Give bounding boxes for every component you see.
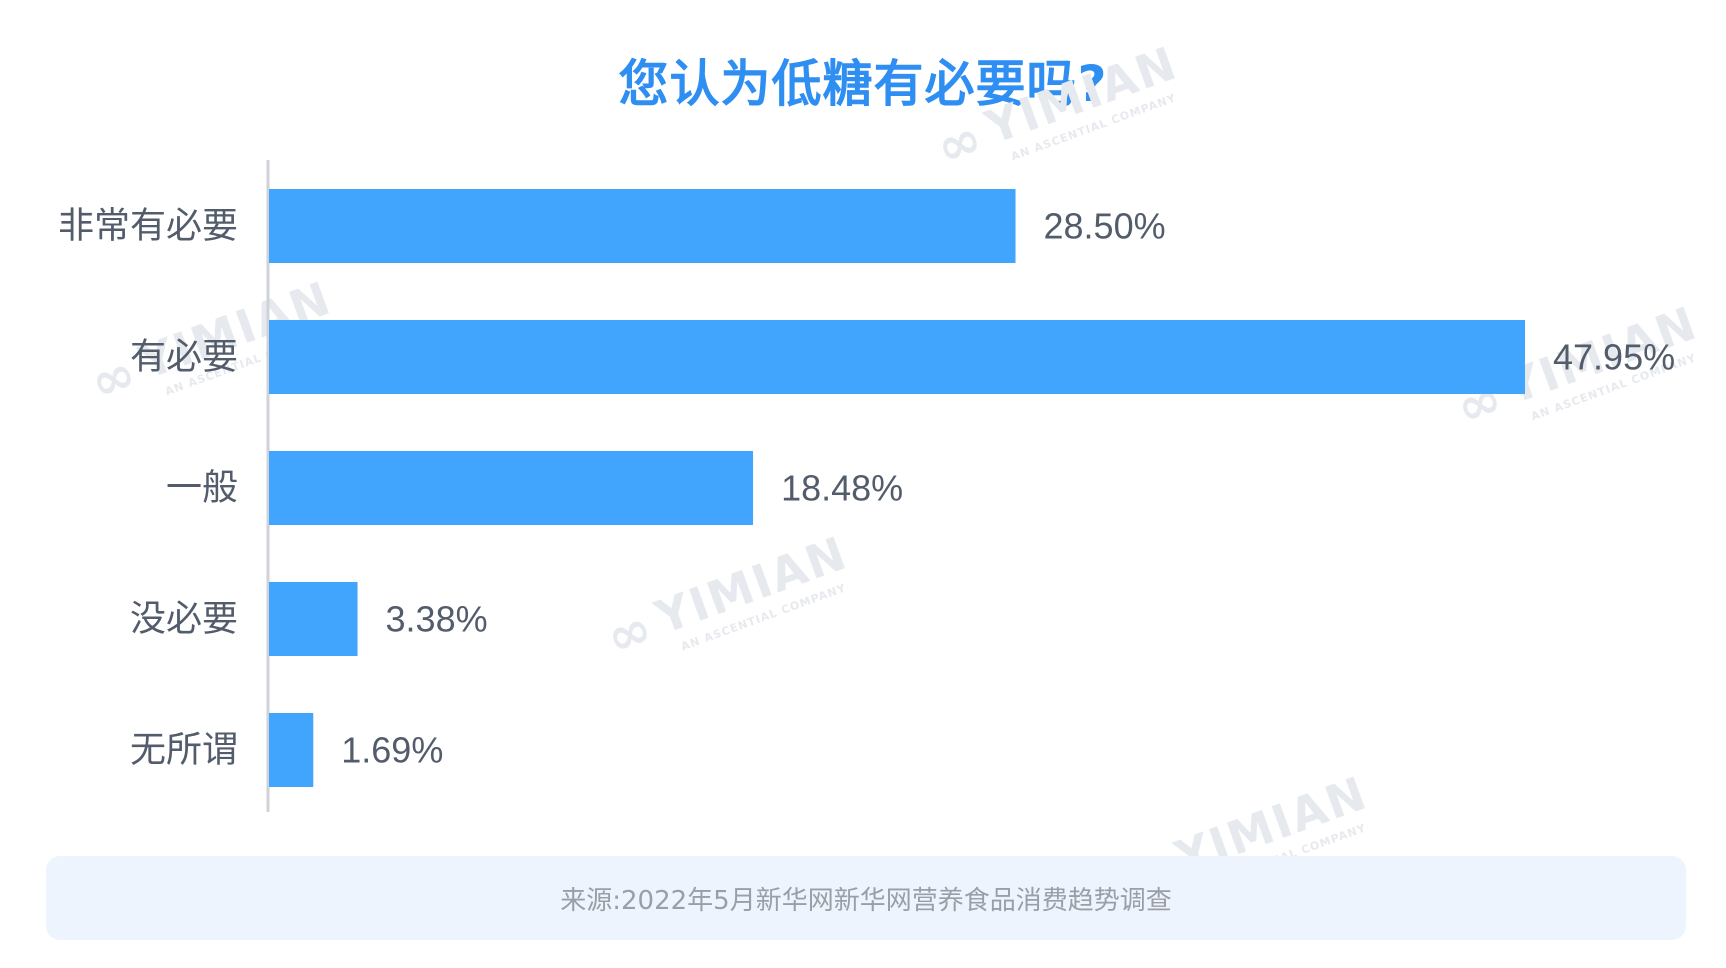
category-label: 一般 [166, 468, 238, 509]
value-label: 1.69% [341, 730, 443, 771]
source-text: 来源:2022年5月新华网新华网营养食品消费趋势调查 [560, 885, 1172, 916]
bar-3 [269, 582, 358, 656]
bar-1 [269, 320, 1525, 394]
value-label: 3.38% [386, 599, 488, 640]
category-label: 没必要 [130, 599, 238, 640]
category-label: 有必要 [130, 337, 238, 378]
bar-4 [269, 713, 314, 787]
bar-0 [269, 189, 1016, 263]
category-label: 无所谓 [130, 730, 238, 771]
value-label: 47.95% [1553, 337, 1675, 378]
category-label: 非常有必要 [58, 206, 238, 247]
source-footer: 来源:2022年5月新华网新华网营养食品消费趋势调查 [46, 856, 1686, 940]
chart-title: 您认为低糖有必要吗? [618, 55, 1108, 113]
bar-2 [269, 451, 754, 525]
value-label: 28.50% [1044, 206, 1166, 247]
value-label: 18.48% [781, 468, 903, 509]
